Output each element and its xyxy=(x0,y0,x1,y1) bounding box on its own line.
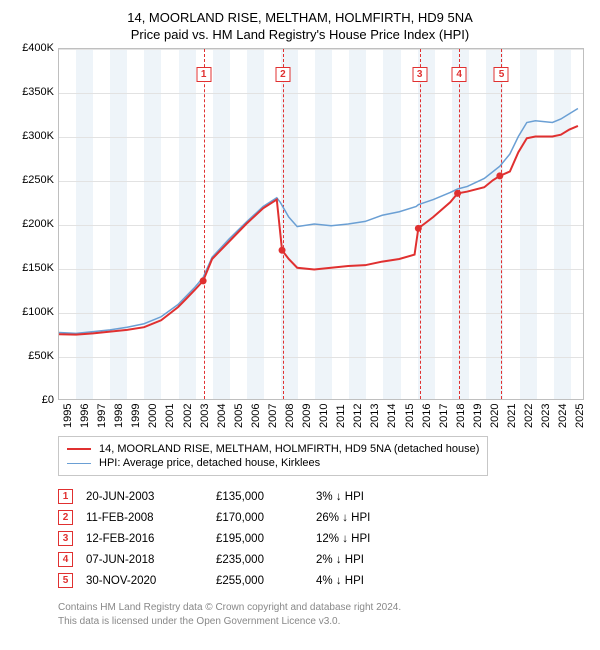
x-axis-label: 2000 xyxy=(147,404,159,428)
x-axis-label: 2022 xyxy=(523,404,535,428)
event-marker xyxy=(279,247,286,254)
event-date: 30-NOV-2020 xyxy=(86,575,216,587)
chart: 12345 £0 £50K £100K £150K £200K £250K £300K £35… xyxy=(12,48,588,428)
legend-row: 14, MOORLAND RISE, MELTHAM, HOLMFIRTH, H… xyxy=(67,442,479,456)
event-row: 5 30-NOV-2020£255,0004% ↓ HPI xyxy=(58,570,588,591)
y-axis-label: £50K xyxy=(12,350,54,362)
event-price: £170,000 xyxy=(216,512,316,524)
line-series-layer xyxy=(59,49,583,399)
x-axis-label: 2011 xyxy=(335,404,347,428)
event-delta: 3% ↓ HPI xyxy=(316,491,436,503)
x-axis-label: 1997 xyxy=(96,404,108,428)
event-row: 3 12-FEB-2016£195,00012% ↓ HPI xyxy=(58,528,588,549)
x-axis-label: 1996 xyxy=(79,404,91,428)
y-axis-label: £250K xyxy=(12,174,54,186)
event-row: 2 11-FEB-2008£170,00026% ↓ HPI xyxy=(58,507,588,528)
event-row-badge: 5 xyxy=(58,573,73,588)
x-axis-label: 2002 xyxy=(182,404,194,428)
x-axis-label: 2024 xyxy=(557,404,569,428)
legend-row: HPI: Average price, detached house, Kirk… xyxy=(67,456,479,470)
event-row-badge: 1 xyxy=(58,489,73,504)
y-axis-label: £0 xyxy=(12,394,54,406)
event-date: 20-JUN-2003 xyxy=(86,491,216,503)
y-axis-label: £100K xyxy=(12,306,54,318)
event-row: 4 07-JUN-2018£235,0002% ↓ HPI xyxy=(58,549,588,570)
x-axis-label: 2012 xyxy=(352,404,364,428)
events-table: 1 20-JUN-2003£135,0003% ↓ HPI 2 11-FEB-2008… xyxy=(58,486,588,591)
x-axis-label: 2017 xyxy=(438,404,450,428)
x-axis-label: 2004 xyxy=(216,404,228,428)
x-axis-label: 1999 xyxy=(130,404,142,428)
event-date: 12-FEB-2016 xyxy=(86,533,216,545)
event-row: 1 20-JUN-2003£135,0003% ↓ HPI xyxy=(58,486,588,507)
legend-swatch xyxy=(67,448,91,450)
legend-swatch xyxy=(67,463,91,464)
event-delta: 4% ↓ HPI xyxy=(316,575,436,587)
plot-area: 12345 xyxy=(58,48,584,400)
y-axis-label: £400K xyxy=(12,42,54,54)
x-axis-label: 2001 xyxy=(164,404,176,428)
event-date: 07-JUN-2018 xyxy=(86,554,216,566)
chart-subtitle: Price paid vs. HM Land Registry's House … xyxy=(12,27,588,42)
event-marker xyxy=(496,172,503,179)
event-price: £135,000 xyxy=(216,491,316,503)
legend: 14, MOORLAND RISE, MELTHAM, HOLMFIRTH, H… xyxy=(58,436,488,476)
attribution-footer: Contains HM Land Registry data © Crown c… xyxy=(58,601,588,628)
event-price: £195,000 xyxy=(216,533,316,545)
x-axis-label: 2008 xyxy=(284,404,296,428)
event-marker xyxy=(454,190,461,197)
event-delta: 2% ↓ HPI xyxy=(316,554,436,566)
x-axis-label: 2020 xyxy=(489,404,501,428)
x-axis-label: 2005 xyxy=(233,404,245,428)
event-price: £235,000 xyxy=(216,554,316,566)
x-axis-label: 2021 xyxy=(506,404,518,428)
y-axis-label: £350K xyxy=(12,86,54,98)
event-date: 11-FEB-2008 xyxy=(86,512,216,524)
event-marker xyxy=(415,225,422,232)
event-row-badge: 2 xyxy=(58,510,73,525)
x-axis-label: 2018 xyxy=(455,404,467,428)
x-axis-label: 2023 xyxy=(540,404,552,428)
legend-label: 14, MOORLAND RISE, MELTHAM, HOLMFIRTH, H… xyxy=(99,443,479,455)
property-line xyxy=(59,126,578,335)
y-axis-label: £200K xyxy=(12,218,54,230)
event-delta: 26% ↓ HPI xyxy=(316,512,436,524)
footer-line-2: This data is licensed under the Open Gov… xyxy=(58,615,588,629)
x-axis-label: 2013 xyxy=(369,404,381,428)
chart-title-address: 14, MOORLAND RISE, MELTHAM, HOLMFIRTH, H… xyxy=(12,10,588,25)
x-axis-label: 2009 xyxy=(301,404,313,428)
x-axis-label: 2003 xyxy=(199,404,211,428)
x-axis-label: 2006 xyxy=(250,404,262,428)
event-delta: 12% ↓ HPI xyxy=(316,533,436,545)
x-axis-label: 2025 xyxy=(574,404,586,428)
footer-line-1: Contains HM Land Registry data © Crown c… xyxy=(58,601,588,615)
y-axis-label: £150K xyxy=(12,262,54,274)
x-axis-label: 1995 xyxy=(62,404,74,428)
x-axis-label: 1998 xyxy=(113,404,125,428)
y-axis-label: £300K xyxy=(12,130,54,142)
x-axis-label: 2007 xyxy=(267,404,279,428)
x-axis-label: 2016 xyxy=(421,404,433,428)
event-row-badge: 3 xyxy=(58,531,73,546)
x-axis-label: 2010 xyxy=(318,404,330,428)
x-axis-label: 2019 xyxy=(472,404,484,428)
legend-label: HPI: Average price, detached house, Kirk… xyxy=(99,457,320,469)
event-price: £255,000 xyxy=(216,575,316,587)
x-axis-label: 2015 xyxy=(404,404,416,428)
event-row-badge: 4 xyxy=(58,552,73,567)
event-marker xyxy=(200,277,207,284)
hpi-line xyxy=(59,108,578,333)
x-axis-label: 2014 xyxy=(386,404,398,428)
